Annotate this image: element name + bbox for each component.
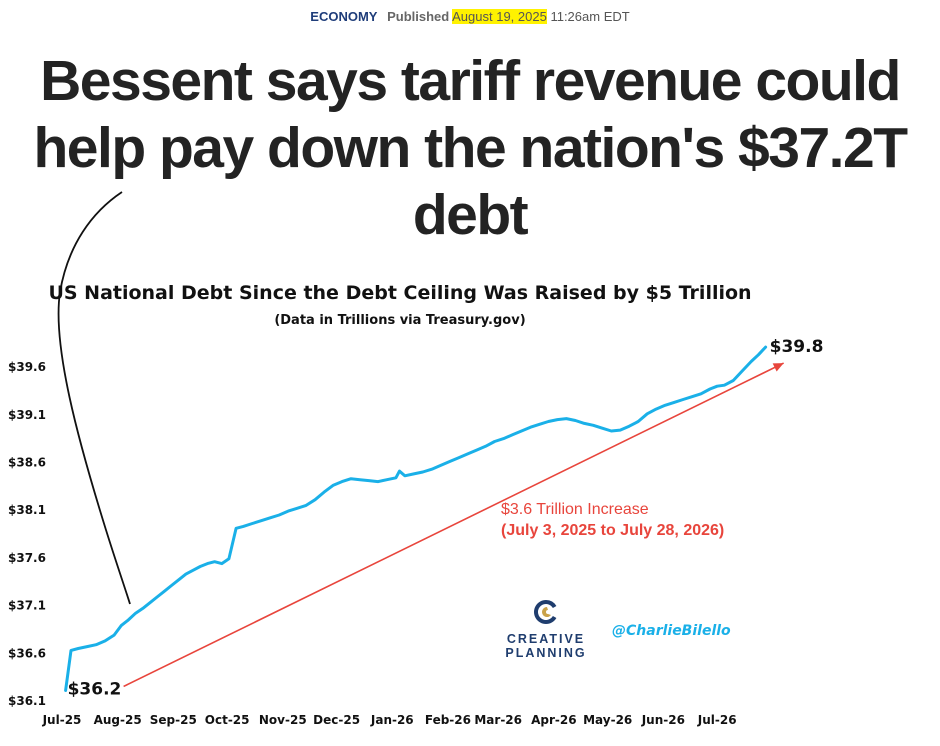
annotation-line1: $3.6 Trillion Increase — [501, 501, 649, 518]
chart-subtitle: (Data in Trillions via Treasury.gov) — [274, 313, 525, 328]
x-tick-label: May-26 — [583, 713, 632, 727]
x-tick-label: Dec-25 — [313, 713, 360, 727]
x-tick-label: Sep-25 — [150, 713, 197, 727]
x-tick-label: Mar-26 — [474, 713, 522, 727]
y-tick-label: $37.6 — [8, 551, 46, 565]
x-axis: Jul-25 Aug-25 Sep-25 Oct-25 Nov-25 Dec-25 Jan-… — [42, 713, 737, 727]
debt-series-line — [64, 345, 768, 692]
hand-drawn-pointer — [57, 191, 131, 605]
x-tick-label: Jul-26 — [697, 713, 737, 727]
logo-line2: PLANNING — [505, 646, 586, 660]
x-tick-label: Apr-26 — [531, 713, 576, 727]
x-tick-label: Jul-25 — [42, 713, 82, 727]
x-tick-label: Nov-25 — [259, 713, 307, 727]
headline: Bessent says tariff revenue could help p… — [33, 49, 908, 247]
y-tick-label: $37.1 — [8, 599, 46, 613]
y-tick-label: $36.1 — [8, 694, 46, 708]
published-time: 11:26am EDT — [550, 9, 630, 24]
x-tick-label: Aug-25 — [94, 713, 142, 727]
end-value-label: $39.8 — [770, 337, 824, 357]
logo-line1: CREATIVE — [507, 632, 585, 646]
published-label: Published — [387, 9, 450, 24]
chart-title: US National Debt Since the Debt Ceiling … — [48, 282, 751, 304]
byline: ECONOMY Published August 19, 2025 11:26a… — [0, 9, 940, 24]
x-tick-label: Oct-25 — [205, 713, 250, 727]
y-axis: $36.1 $36.6 $37.1 $37.6 $38.1 $38.6 $39.1 $39.6 — [8, 360, 46, 708]
x-tick-label: Jun-26 — [641, 713, 685, 727]
y-tick-label: $38.1 — [8, 503, 46, 517]
section-label[interactable]: ECONOMY — [310, 9, 378, 24]
logo-mark-icon — [534, 600, 557, 624]
trend-arrow — [123, 362, 784, 688]
trend-arrow-head — [772, 363, 784, 372]
y-tick-label: $36.6 — [8, 646, 46, 660]
start-value-label: $36.2 — [68, 679, 122, 699]
published-date: August 19, 2025 — [452, 9, 547, 24]
x-tick-label: Jan-26 — [370, 713, 414, 727]
creative-planning-logo: CREATIVE PLANNING — [505, 600, 586, 660]
y-tick-label: $39.1 — [8, 408, 46, 422]
author-handle: @CharlieBilello — [612, 623, 731, 639]
x-tick-label: Feb-26 — [425, 713, 471, 727]
annotation-line2: (July 3, 2025 to July 28, 2026) — [501, 522, 724, 539]
y-tick-label: $38.6 — [8, 456, 46, 470]
y-tick-label: $39.6 — [8, 360, 46, 374]
